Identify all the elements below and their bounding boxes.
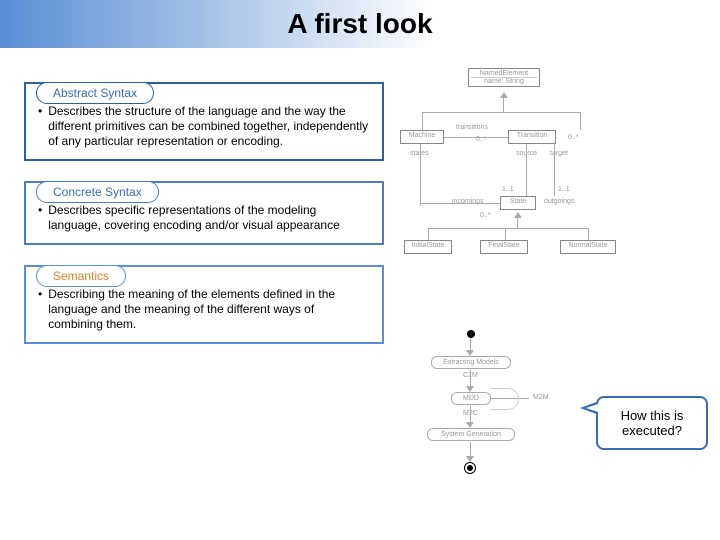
loop-arc: [491, 388, 519, 410]
section-concrete-syntax: Concrete Syntax • Describes specific rep…: [24, 181, 384, 245]
uml-diagram: NamedElement name: String Machine transi…: [400, 68, 600, 278]
callout-tail: [586, 402, 604, 414]
uml-attr: name: String: [471, 77, 537, 85]
uml-label: target: [550, 150, 568, 157]
uml-label: transitions: [456, 124, 488, 131]
section-abstract-syntax: Abstract Syntax • Describes the structur…: [24, 82, 384, 161]
uml-transition: Transition: [508, 130, 556, 144]
uml-named-element: NamedElement name: String: [468, 68, 540, 87]
uml-mult: 0..*: [568, 134, 579, 141]
uml-final: FinalState: [480, 240, 528, 254]
section-text: Describes the structure of the language …: [48, 104, 370, 149]
uml-mult: 1..1: [558, 186, 570, 193]
uml-normal: NormalState: [560, 240, 616, 254]
page-title: A first look: [287, 8, 432, 40]
section-label: Concrete Syntax: [36, 181, 159, 203]
section-text: Describing the meaning of the elements d…: [48, 287, 370, 332]
uml-label: outgoings: [544, 198, 574, 205]
title-bar: A first look: [0, 0, 720, 48]
section-semantics: Semantics • Describing the meaning of th…: [24, 265, 384, 344]
bullet-icon: •: [38, 287, 42, 332]
left-column: Abstract Syntax • Describes the structur…: [24, 70, 384, 364]
uml-initial: InitialState: [404, 240, 452, 254]
uml-machine: Machine: [400, 130, 444, 144]
flow-extract: Extracting Models: [431, 356, 511, 369]
uml-mult: 1..1: [502, 186, 514, 193]
section-label: Abstract Syntax: [36, 82, 154, 104]
end-dot-icon: [464, 462, 476, 474]
bullet-icon: •: [38, 104, 42, 149]
flow-label: M2M: [533, 394, 549, 401]
section-label: Semantics: [36, 265, 126, 287]
section-text: Describes specific representations of th…: [48, 203, 370, 233]
flow-mdd: MDD: [451, 392, 491, 405]
flow-diagram: Extracting Models C2M MDD M2M M2C System…: [405, 330, 580, 530]
bullet-icon: •: [38, 203, 42, 233]
flow-sysgen: System Generation: [427, 428, 515, 441]
callout-text: How this is executed?: [602, 408, 702, 438]
uml-state: State: [500, 196, 536, 210]
callout-box: How this is executed?: [596, 396, 708, 450]
uml-mult: 0..*: [480, 212, 491, 219]
start-dot-icon: [467, 330, 475, 338]
uml-class-name: NamedElement: [471, 70, 537, 77]
